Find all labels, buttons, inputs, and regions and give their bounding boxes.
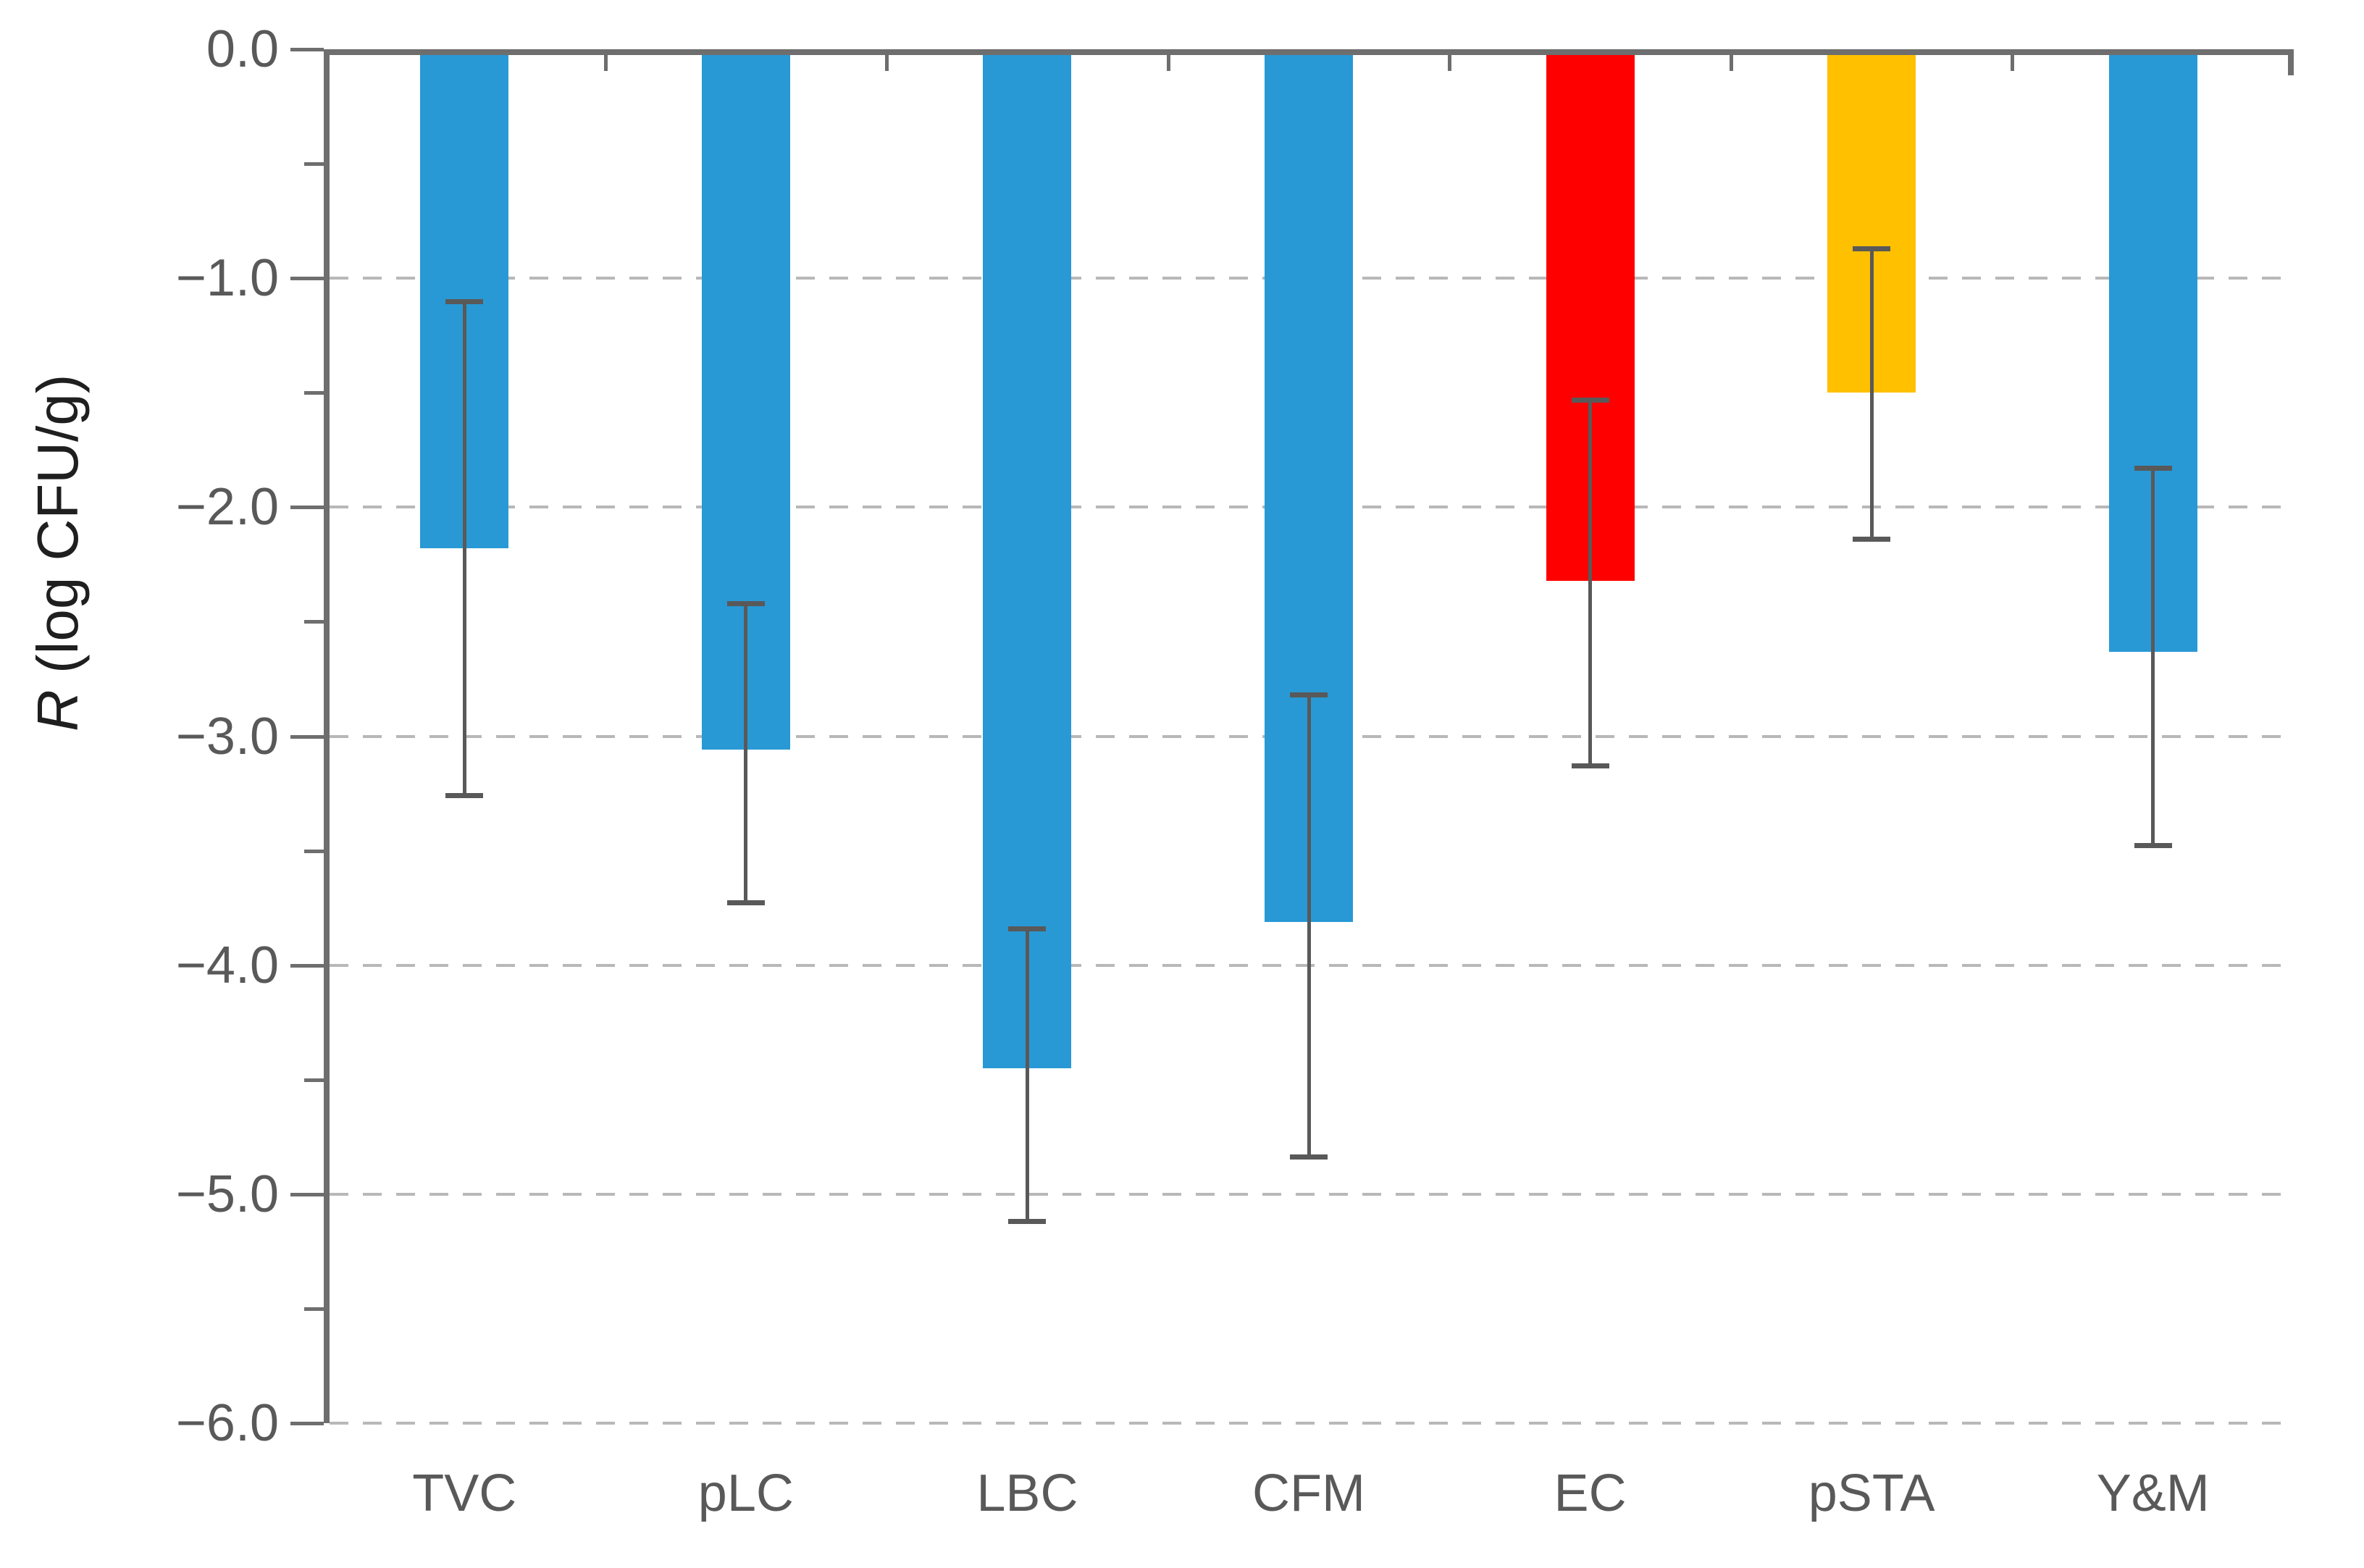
error-bar-cap-top (2134, 466, 2172, 471)
y-axis-major-tick (290, 963, 324, 968)
y-axis-minor-tick (304, 1307, 324, 1311)
y-axis-minor-tick (304, 1078, 324, 1082)
plot-area (290, 48, 2294, 1425)
error-bar-cap-top (1853, 246, 1891, 251)
error-bar-LBC (1025, 926, 1029, 1224)
error-bar-cap-top (445, 298, 484, 304)
x-axis-label-TVC: TVC (412, 1464, 517, 1522)
error-bar-TVC (462, 298, 466, 798)
y-axis-major-tick (290, 277, 324, 281)
y-axis-tick-label: −3.0 (175, 707, 279, 766)
error-bar-cap-top (1571, 397, 1609, 403)
bar-LBC (983, 55, 1072, 1068)
error-bar-cap-bottom (445, 792, 484, 798)
x-axis-label-pLC: pLC (697, 1464, 794, 1522)
x-axis-label-CFM: CFM (1252, 1464, 1365, 1522)
x-axis-label-YM: Y&M (2096, 1464, 2210, 1522)
y-axis-minor-tick (304, 162, 324, 167)
error-bar-cap-bottom (1571, 763, 1609, 768)
y-axis-minor-tick (304, 391, 324, 395)
y-axis-tick-label: −6.0 (175, 1394, 279, 1452)
error-bar-cap-bottom (1008, 1218, 1047, 1224)
error-bar-EC (1588, 397, 1593, 768)
gridline (330, 963, 2294, 967)
x-axis-boundary-tick (885, 49, 889, 71)
x-axis-boundary-tick (1448, 49, 1452, 71)
error-bar-cap-bottom (1853, 536, 1891, 542)
error-bar-YM (2151, 466, 2155, 849)
error-bar-CFM (1307, 692, 1311, 1160)
error-bar-pSTA (1869, 246, 1874, 542)
y-axis-tick-label: 0.0 (206, 20, 279, 78)
y-axis-major-tick (290, 1192, 324, 1196)
error-bar-cap-top (1290, 692, 1328, 698)
y-axis-major-tick (290, 1422, 324, 1425)
y-axis-major-tick (290, 48, 324, 51)
y-axis-tick-label: −5.0 (175, 1165, 279, 1223)
y-axis-tick-label: −2.0 (175, 478, 279, 537)
error-bar-pLC (744, 600, 748, 906)
error-bar-cap-bottom (726, 900, 765, 906)
x-axis-label-LBC: LBC (976, 1464, 1078, 1522)
y-axis-major-tick (290, 734, 324, 739)
x-axis-boundary-tick (1729, 49, 1733, 71)
error-bar-cap-bottom (1290, 1154, 1328, 1160)
y-axis-minor-tick (304, 849, 324, 853)
x-axis-label-pSTA: pSTA (1808, 1464, 1935, 1522)
error-bar-cap-top (1008, 926, 1047, 931)
y-axis-tick-label: −4.0 (175, 936, 279, 994)
x-axis-label-EC: EC (1554, 1464, 1627, 1522)
y-axis-minor-tick (304, 620, 324, 624)
error-bar-cap-bottom (2134, 843, 2172, 849)
x-axis-boundary-tick (1166, 49, 1170, 71)
x-axis-boundary-tick (2011, 49, 2015, 71)
x-axis-boundary-tick (603, 49, 608, 71)
y-axis-tick-label: −1.0 (175, 249, 279, 308)
error-bar-cap-top (726, 600, 765, 606)
gridline (330, 1422, 2294, 1425)
y-axis-major-tick (290, 506, 324, 510)
x-axis-right-tick (2288, 49, 2294, 75)
gridline (330, 1192, 2294, 1196)
